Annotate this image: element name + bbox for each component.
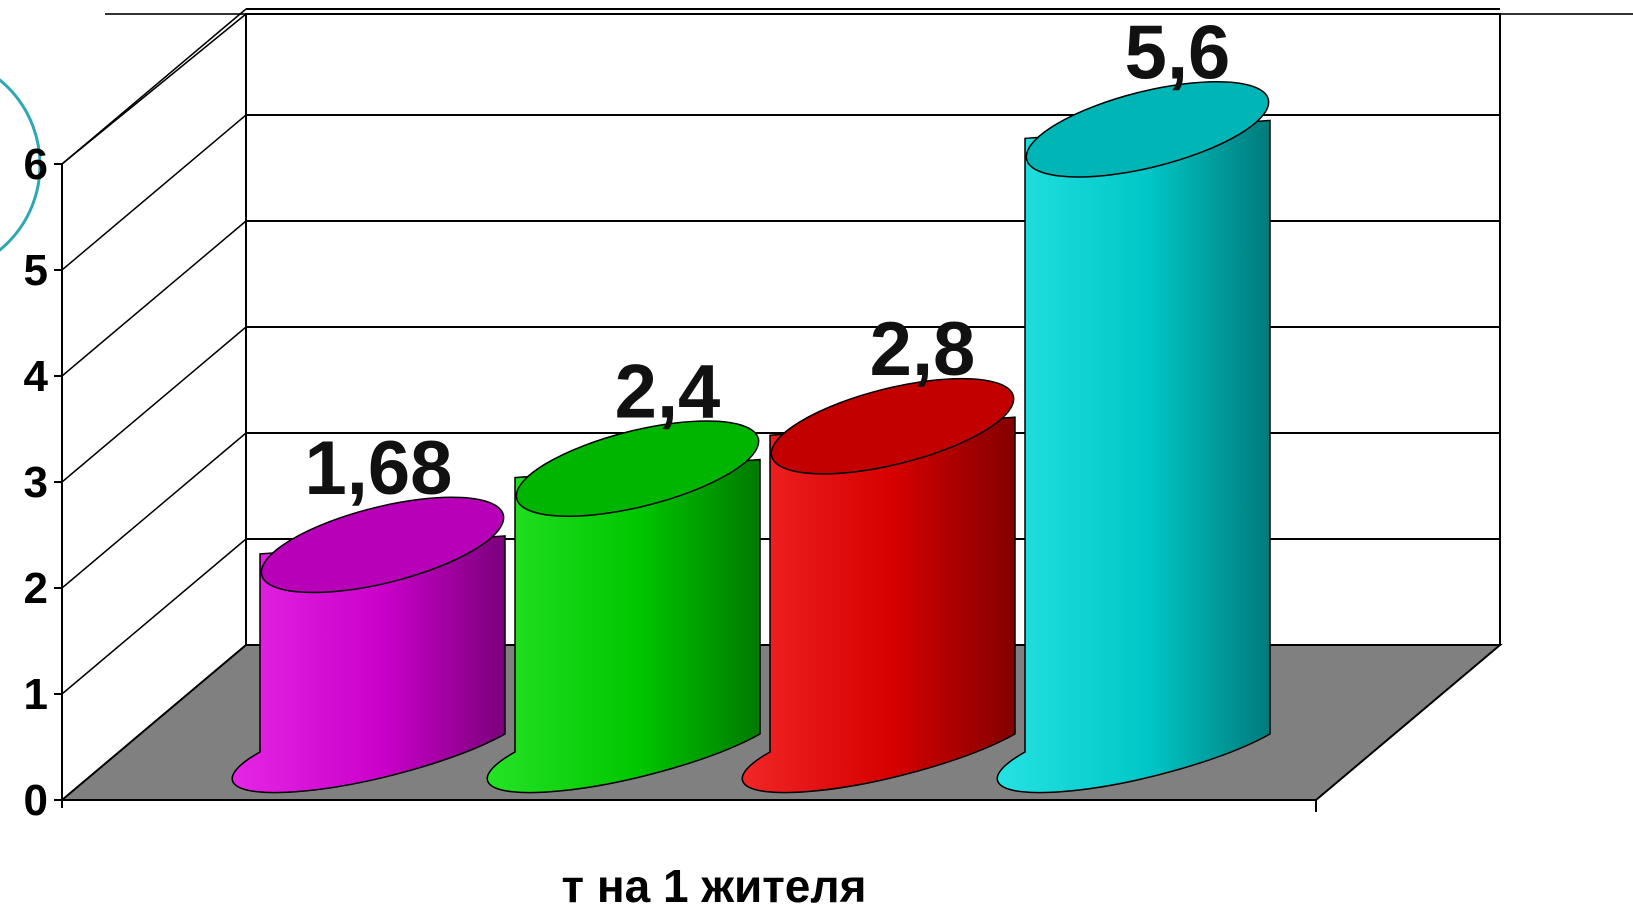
cylinder-top	[770, 377, 1015, 475]
gridline-side	[61, 538, 247, 695]
cylinder-top	[515, 420, 760, 517]
cylinder-top	[1025, 81, 1270, 178]
y-axis: 0 1 2 3 4 5 6	[24, 140, 1317, 825]
gridline-side	[61, 220, 247, 377]
data-label: 1,68	[305, 426, 453, 511]
y-tick-label: 2	[24, 564, 48, 613]
data-label: 2,4	[615, 350, 721, 435]
y-tick-label: 0	[24, 776, 48, 825]
data-labels: 1,68 2,4 2,8 5,6	[305, 10, 1231, 511]
cylinder-bar	[486, 420, 761, 794]
cylinder-body	[486, 458, 761, 794]
gridline-side	[61, 432, 247, 589]
y-tick-label: 5	[24, 246, 48, 295]
decorative-circle	[0, 78, 42, 252]
cylinder-bar	[996, 81, 1271, 794]
y-tick-label: 1	[24, 670, 48, 719]
y-tick-label: 3	[24, 458, 48, 507]
gridline-side	[61, 326, 247, 483]
cylinder-body	[996, 119, 1271, 794]
cylinder-body	[231, 535, 506, 794]
data-label: 5,6	[1125, 10, 1231, 95]
x-axis-label: т на 1 жителя	[562, 860, 867, 912]
cylinder-bar	[231, 496, 506, 794]
cylinder-bar	[741, 377, 1016, 794]
y-tick-label: 4	[24, 352, 49, 401]
data-label: 2,8	[870, 307, 976, 392]
gridline-side	[61, 114, 247, 271]
gridline-side-top	[61, 13, 247, 165]
cylinder-top	[260, 496, 505, 594]
cylinder-body	[741, 416, 1016, 794]
bars	[231, 81, 1271, 794]
y-tick-label: 6	[24, 140, 48, 189]
